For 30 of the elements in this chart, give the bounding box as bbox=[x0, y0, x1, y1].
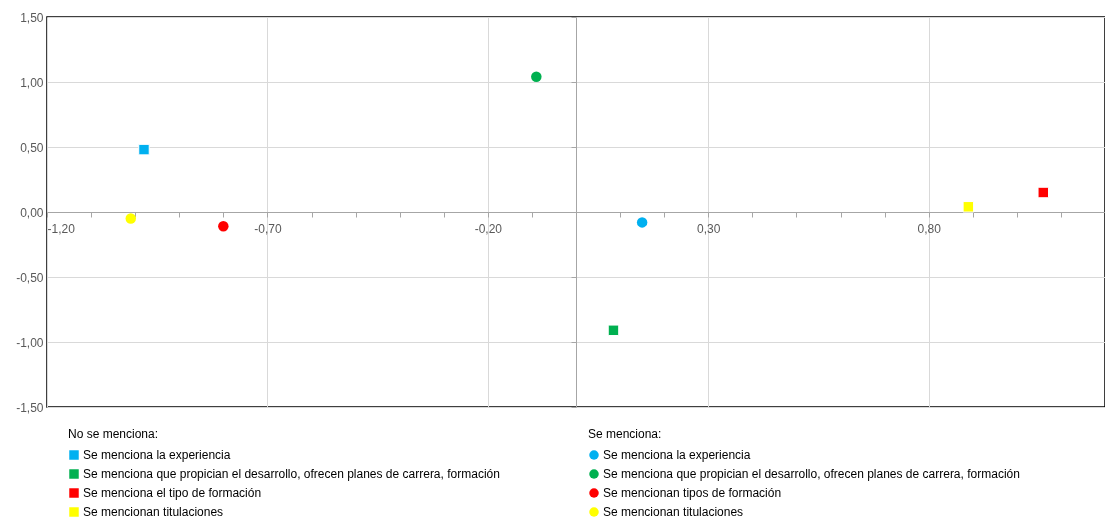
point bbox=[125, 213, 136, 224]
y-tick-label: 0,00 bbox=[20, 205, 44, 220]
legend-label: Se mencionan titulaciones bbox=[83, 505, 224, 519]
legend-label: Se mencionan tipos de formación bbox=[603, 486, 782, 500]
x-tick-label: 0,30 bbox=[697, 221, 721, 236]
y-tick-label: -1,00 bbox=[16, 335, 44, 350]
x-tick-label: -0,20 bbox=[474, 221, 503, 236]
y-tick-label: 1,00 bbox=[20, 75, 44, 90]
y-tick-label: 1,50 bbox=[20, 10, 44, 25]
legend-label: Se menciona la experiencia bbox=[83, 448, 231, 462]
point bbox=[607, 324, 620, 337]
point bbox=[218, 221, 229, 232]
text: No se menciona: bbox=[68, 427, 159, 441]
legend-label: Se mencionan titulaciones bbox=[603, 505, 744, 519]
point bbox=[1037, 186, 1050, 199]
text: Se menciona: bbox=[588, 427, 662, 441]
point bbox=[962, 201, 975, 213]
point bbox=[636, 217, 648, 228]
x-tick-label: -0,70 bbox=[254, 221, 282, 236]
x-tick-label: 0,80 bbox=[917, 221, 942, 236]
legend-label: Se menciona que propician el desarrollo, ofrecen planes de carrera, formación bbox=[603, 467, 1020, 481]
y-tick-label: -1,50 bbox=[16, 400, 44, 415]
point bbox=[531, 71, 542, 83]
y-tick-label: -0,50 bbox=[16, 270, 44, 285]
y-tick-label: 0,50 bbox=[20, 140, 44, 155]
legend-label: Se menciona que propician el desarrollo, ofrecen planes de carrera, formación bbox=[83, 467, 500, 481]
point bbox=[138, 143, 150, 156]
legend-label: Se menciona el tipo de formación bbox=[83, 486, 262, 500]
x-tick-label: -1,20 bbox=[47, 221, 76, 236]
legend-label: Se menciona la experiencia bbox=[603, 448, 751, 462]
